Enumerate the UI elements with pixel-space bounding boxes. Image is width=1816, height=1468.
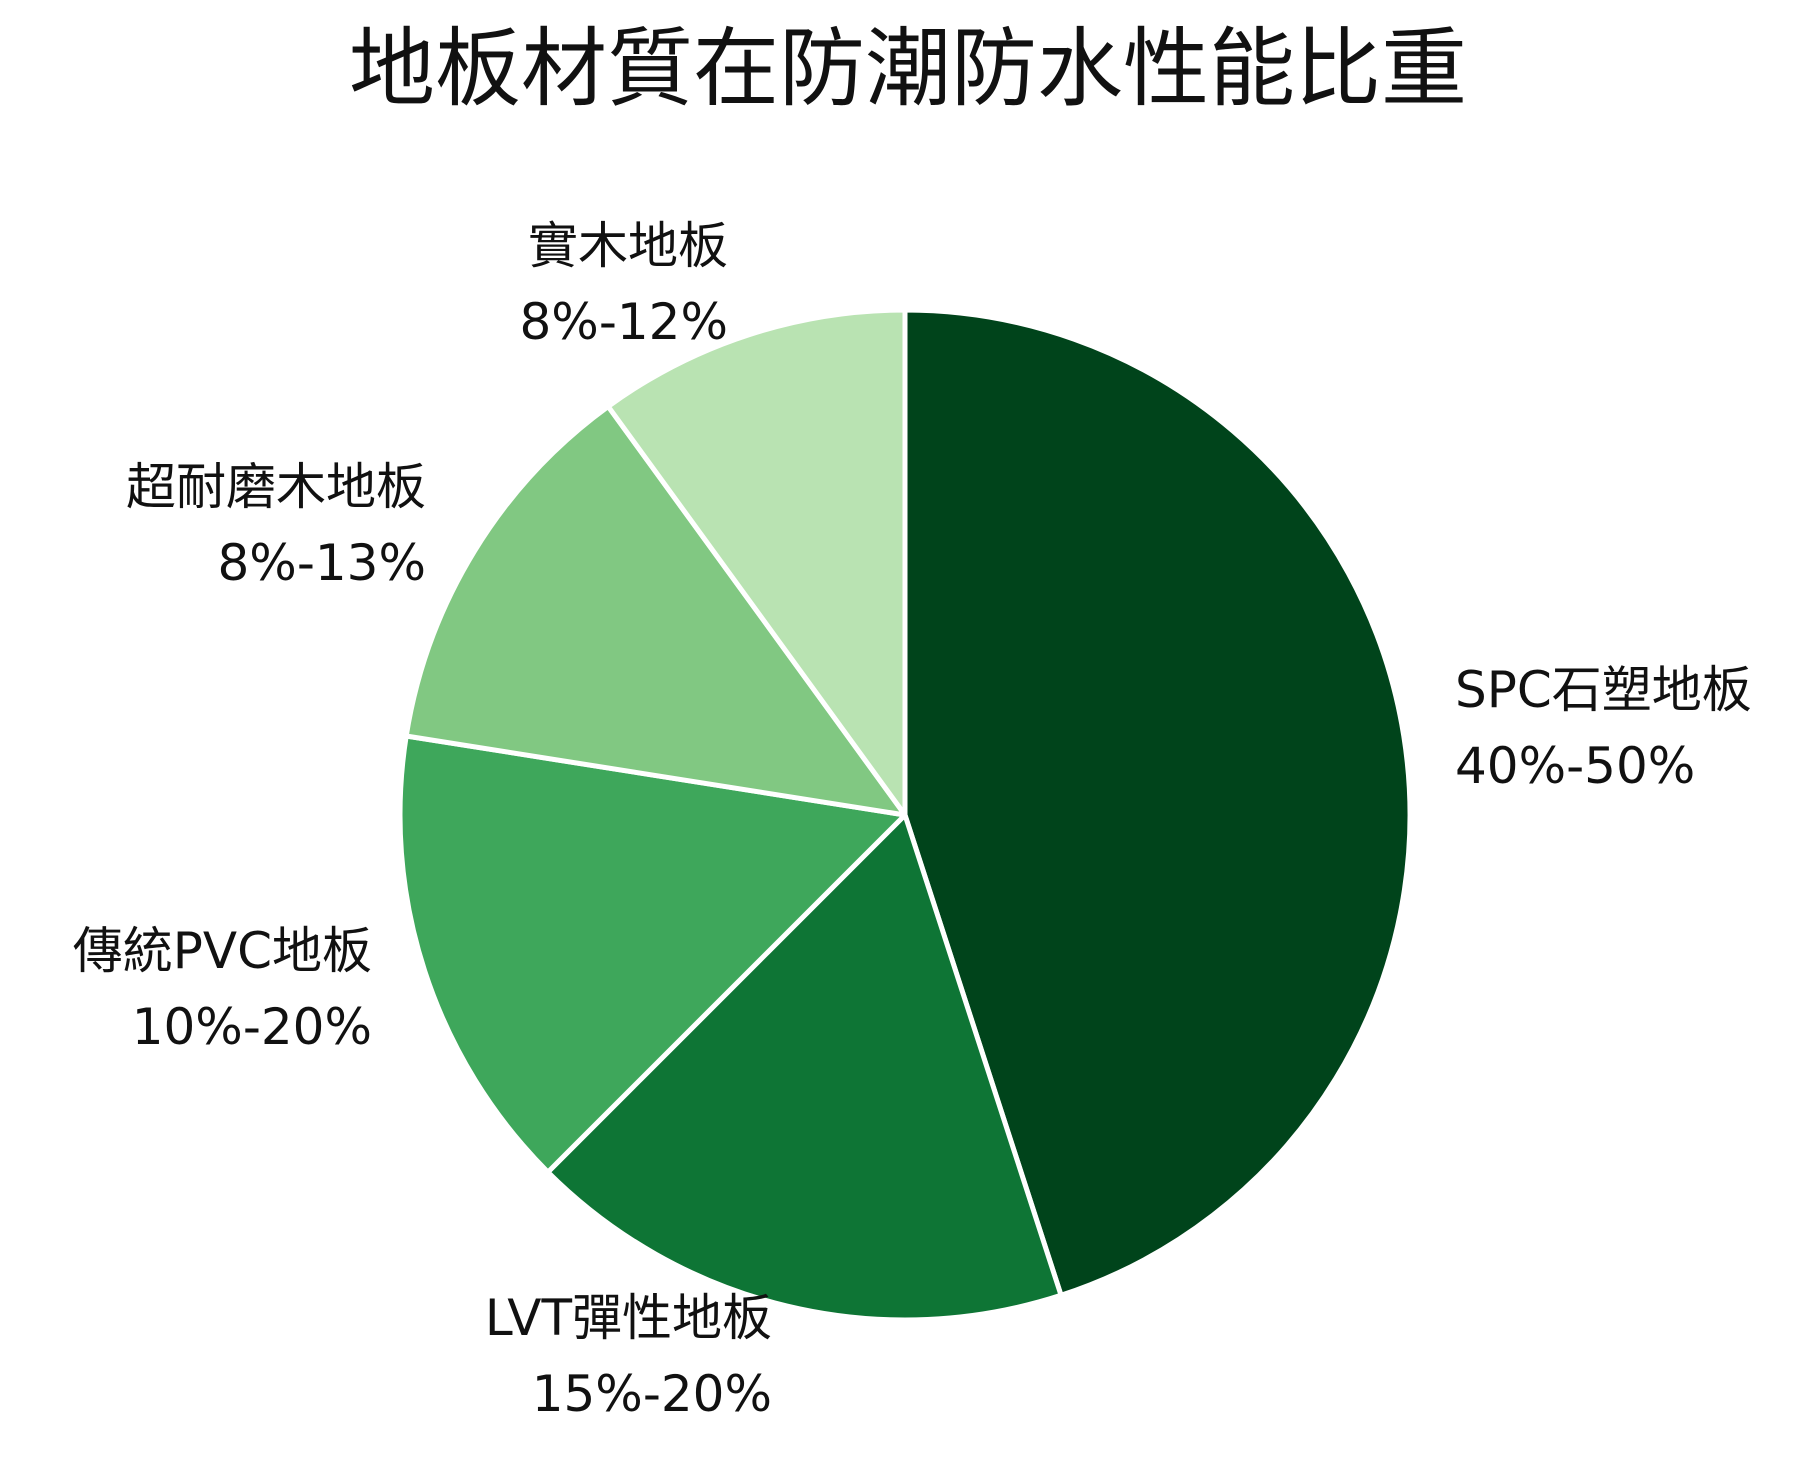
slice-name-label: 傳統PVC地板: [73, 922, 372, 980]
slice-name-label: SPC石塑地板: [1455, 661, 1752, 719]
pie-labels: SPC石塑地板 40%-50% LVT彈性地板 15%-20% 傳統PVC地板 10%-2…: [73, 217, 1752, 1423]
slice-name-label: 超耐磨木地板: [126, 458, 426, 516]
pie-slice-2: [545, 812, 1064, 1323]
pie-slice-3: [397, 733, 908, 1175]
pie-slice-5: [605, 307, 908, 818]
slice-range-label: 10%-20%: [132, 998, 372, 1056]
slice-name-label: LVT彈性地板: [485, 1289, 772, 1347]
slice-range-label: 40%-50%: [1455, 737, 1695, 795]
slice-range-label: 8%-13%: [218, 534, 427, 592]
pie-slice-1: [902, 307, 1413, 1298]
slice-range-label: 15%-20%: [532, 1365, 772, 1423]
chart-title: 地板材質在防潮防水性能比重: [349, 19, 1467, 119]
pie-slices: [397, 307, 1413, 1323]
slice-range-label: 8%-12%: [520, 293, 729, 351]
pie-slice-4: [403, 403, 908, 818]
slice-name-label: 實木地板: [528, 217, 728, 275]
